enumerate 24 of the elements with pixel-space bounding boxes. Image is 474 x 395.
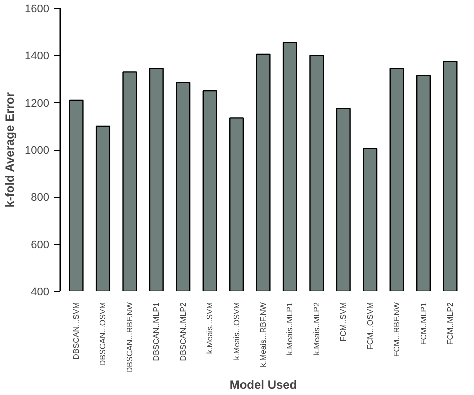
y-tick-label: 800 — [31, 192, 50, 204]
y-tick-label: 400 — [31, 286, 50, 298]
x-tick-label: FCM..MLP1 — [419, 302, 428, 346]
y-tick-label: 1400 — [25, 50, 50, 63]
x-tick-label: k.Meais...RBF.NW — [259, 302, 268, 368]
x-tick-label: k.Meais...OSVM — [232, 302, 242, 360]
x-tick-label: DBSCAN..MLP1 — [152, 302, 162, 362]
x-tick-label: k.Meais...SVM — [206, 302, 215, 354]
y-tick-label: 1000 — [25, 145, 50, 157]
x-tick-label: FCM..MLP2 — [446, 302, 455, 346]
y-tick-label: 1200 — [25, 98, 50, 110]
x-tick-label: FCM...RBF.NW — [392, 302, 402, 358]
x-axis-title: Model Used — [230, 378, 298, 392]
x-tick-label: DBSCAN...OSVM — [98, 302, 108, 366]
x-tick-label: k.Meais..MLP2 — [312, 302, 322, 356]
x-tick-label: DBSCAN...SVM — [72, 302, 82, 360]
y-axis-title: k-fold Average Error — [3, 92, 18, 208]
x-tick-label: k.Meais..MLP1 — [286, 302, 295, 356]
x-tick-label: FCM..SVM — [339, 302, 348, 342]
x-tick-label: DBSCAN...RBF.NW — [125, 302, 134, 374]
x-tick-label: DBSCAN..MLP2 — [178, 302, 188, 362]
x-tick-label: FCM...OSVM — [366, 302, 375, 350]
y-tick-label: 1600 — [25, 4, 50, 16]
y-tick-label: 600 — [31, 239, 50, 252]
